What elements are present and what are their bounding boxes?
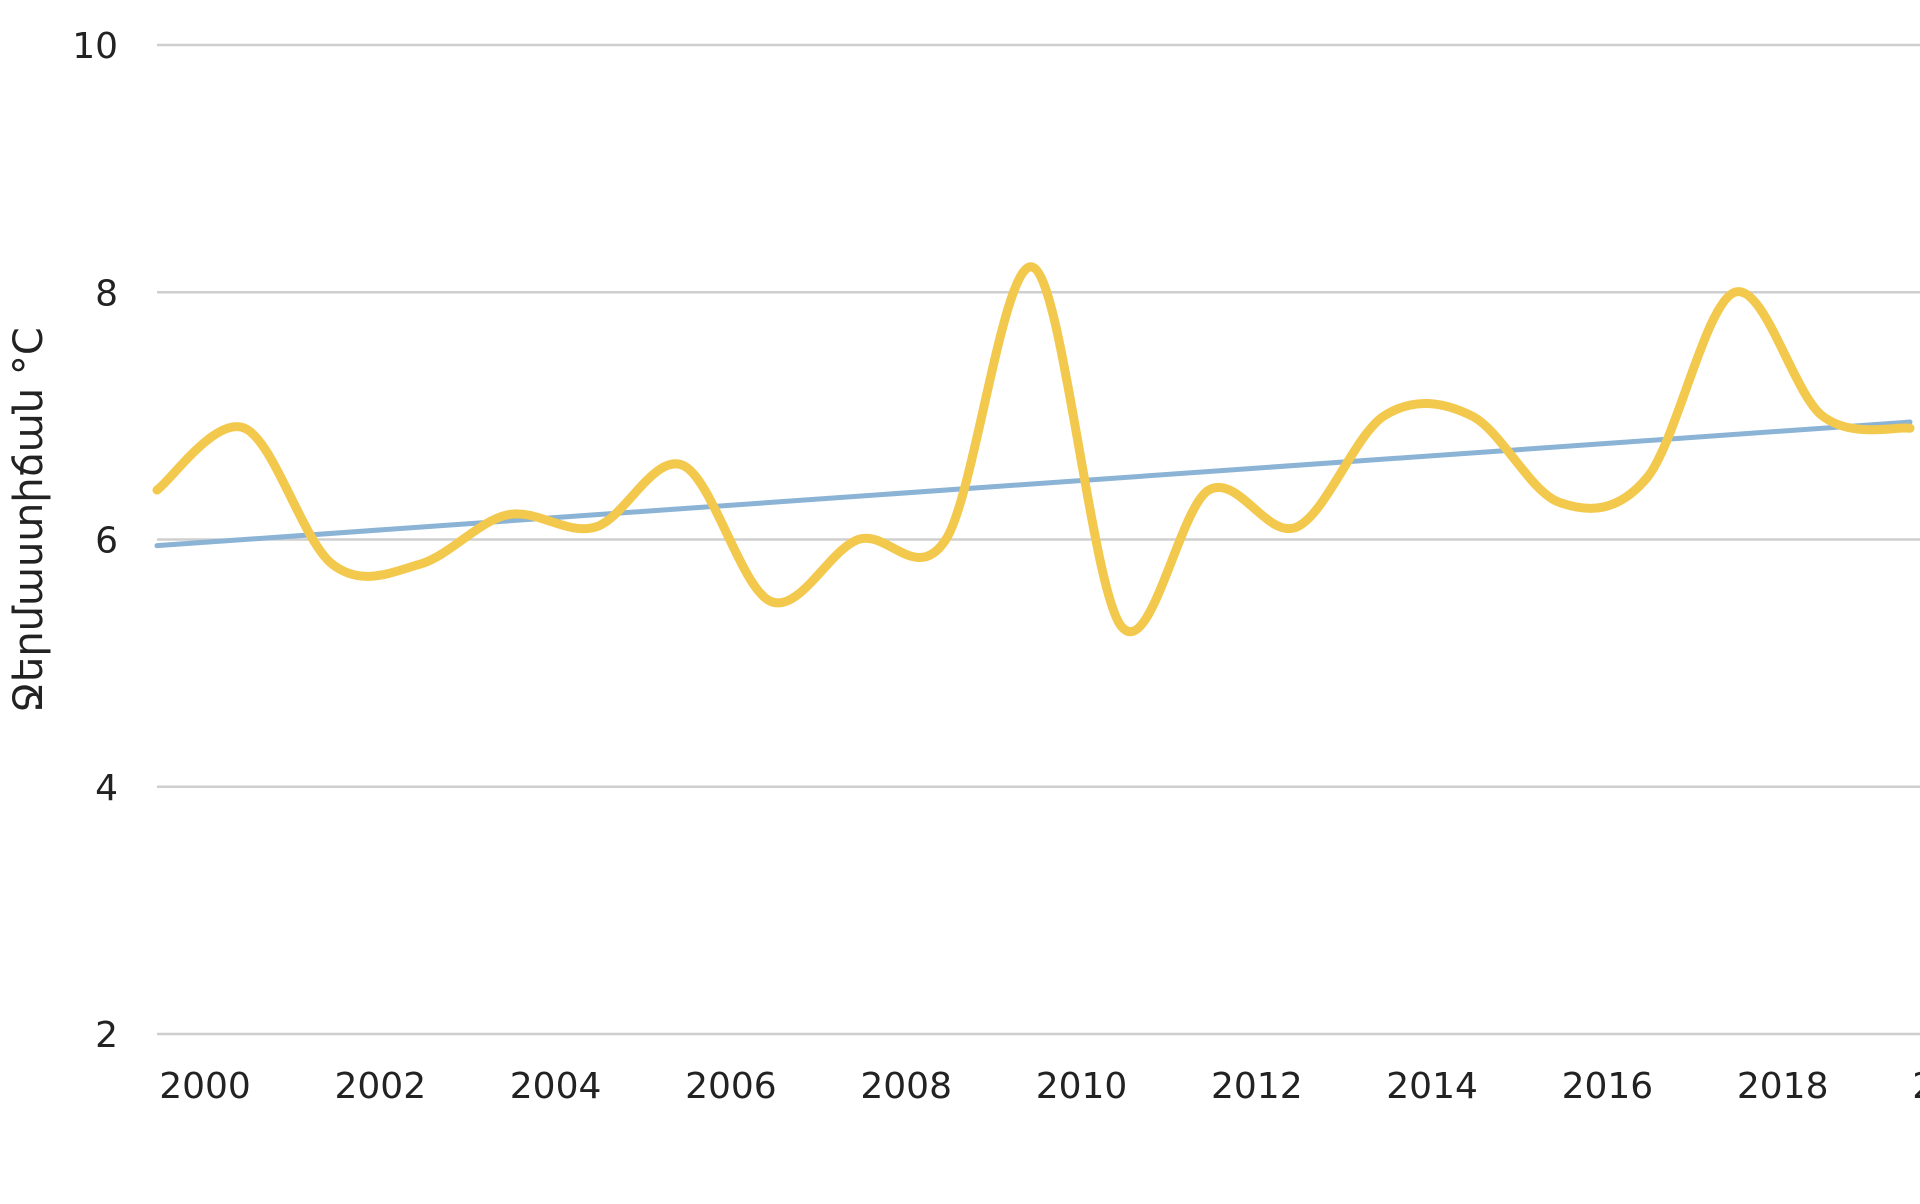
- temperature-series-line: [152, 262, 1915, 636]
- gridlines: [157, 43, 1920, 1036]
- y-tick-label: 2: [95, 1015, 118, 1056]
- x-tick-label: 2014: [1386, 1066, 1478, 1107]
- x-tick-label: 2000: [159, 1066, 251, 1107]
- series-lines: [152, 262, 1915, 636]
- x-tick-label: 2018: [1737, 1066, 1829, 1107]
- y-axis-label: Ջերմաստիճան °C: [6, 327, 52, 713]
- x-tick-label: 2008: [860, 1066, 952, 1107]
- x-tick-label: 2016: [1562, 1066, 1654, 1107]
- trend-line: [154, 419, 1913, 549]
- y-axis-ticks: 2 4 6 8 10: [72, 26, 118, 1056]
- x-tick-label: 2006: [685, 1066, 777, 1107]
- x-tick-label: 2002: [334, 1066, 426, 1107]
- x-tick-label: 2010: [1036, 1066, 1128, 1107]
- x-tick-label: 2020: [1912, 1066, 1920, 1107]
- x-tick-label: 2004: [510, 1066, 602, 1107]
- x-tick-label: 2012: [1211, 1066, 1303, 1107]
- y-tick-label: 10: [72, 26, 118, 67]
- x-axis-ticks: 2000 2002 2004 2006 2008 2010 2012 2014 2016 2018…: [159, 1066, 1920, 1107]
- y-tick-label: 6: [95, 521, 118, 562]
- y-tick-label: 8: [95, 273, 118, 314]
- y-tick-label: 4: [95, 768, 118, 809]
